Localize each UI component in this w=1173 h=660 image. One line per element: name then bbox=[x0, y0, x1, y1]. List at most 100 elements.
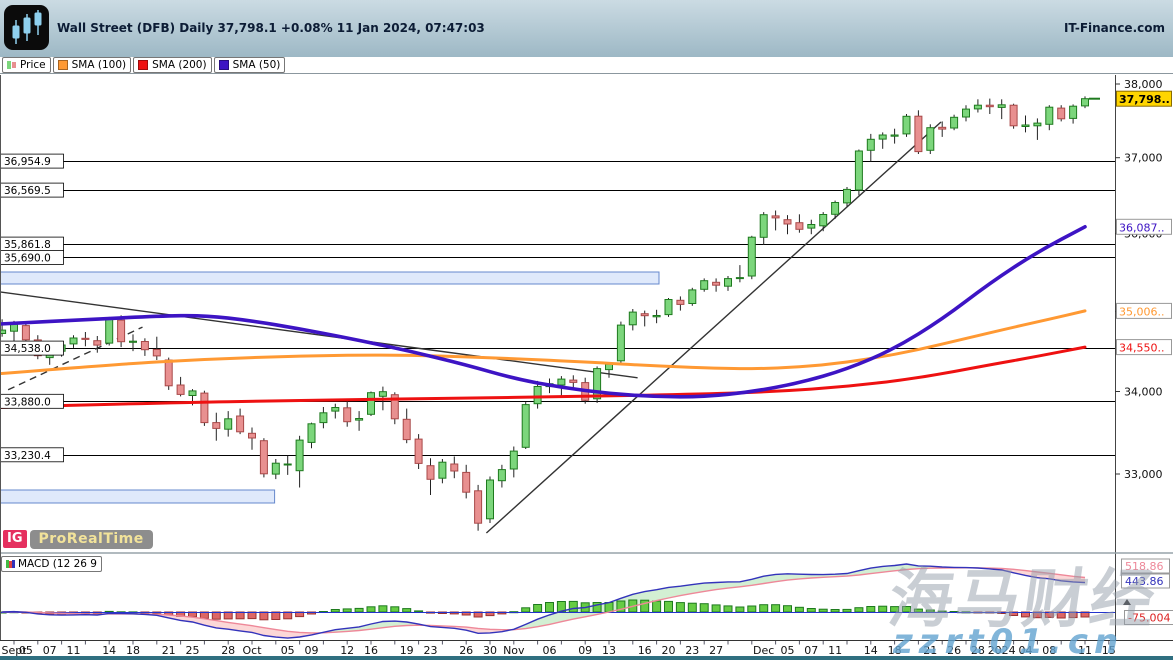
zones-layer bbox=[0, 271, 660, 504]
legend-sma200-chip[interactable]: SMA (200) bbox=[133, 57, 212, 73]
macd-hist-bar bbox=[652, 600, 662, 613]
candle bbox=[414, 438, 423, 464]
legend-label: SMA (50) bbox=[232, 59, 281, 71]
date-label: 07 bbox=[804, 644, 818, 657]
macd-hist-bar bbox=[842, 608, 852, 613]
macd-hist-bar bbox=[699, 603, 709, 613]
macd-hist-bar bbox=[723, 605, 733, 613]
candle bbox=[188, 390, 197, 396]
date-label: 30 bbox=[483, 644, 497, 657]
candle bbox=[331, 407, 340, 412]
candle bbox=[93, 340, 102, 346]
sma100-line[interactable] bbox=[0, 309, 1087, 376]
prorealtime-badge[interactable]: IG ProRealTime bbox=[3, 529, 153, 549]
date-label: 26 bbox=[947, 644, 961, 657]
legend-sma50-chip[interactable]: SMA (50) bbox=[213, 57, 286, 73]
macd-legend-chip[interactable]: MACD (12 26 9 bbox=[1, 556, 102, 572]
trendline[interactable] bbox=[0, 291, 638, 379]
header-bar: Wall Street (DFB) Daily 37,798.1 +0.08% … bbox=[0, 0, 1173, 57]
candle bbox=[283, 463, 292, 466]
candle bbox=[747, 236, 756, 277]
macd-hist-bar bbox=[664, 600, 673, 613]
level-label: 33,230.4 bbox=[4, 450, 51, 462]
macd-hist-bar bbox=[640, 599, 650, 613]
date-label: 13 bbox=[602, 644, 616, 657]
candle bbox=[712, 281, 721, 286]
provider-link[interactable]: IT-Finance.com bbox=[1063, 21, 1165, 35]
date-label: 28 bbox=[971, 644, 985, 657]
price-zone bbox=[0, 489, 276, 504]
candle bbox=[938, 126, 947, 130]
macd-hist-bar bbox=[533, 604, 543, 613]
date-label: Dec bbox=[753, 644, 774, 657]
sma50-axis-marker bbox=[1116, 218, 1172, 235]
date-label: Oct bbox=[242, 644, 262, 657]
date-label: 14 bbox=[864, 644, 878, 657]
sma200-axis-value: 34,550.. bbox=[1119, 342, 1164, 355]
instrument-title: Wall Street (DFB) Daily 37,798.1 +0.08% … bbox=[57, 21, 485, 35]
candle bbox=[486, 479, 494, 520]
signal-line bbox=[2, 567, 1086, 634]
macd-hist-value-box bbox=[1124, 610, 1173, 625]
trendline[interactable] bbox=[485, 121, 942, 534]
panel-resize-arrow-icon bbox=[1123, 599, 1131, 605]
legend-label: SMA (200) bbox=[152, 59, 207, 71]
legend-bar: Price SMA (100) SMA (200) SMA (50) bbox=[0, 57, 1173, 74]
macd-value: 443.86 bbox=[1125, 575, 1164, 588]
axis-tick-label: 37,000 bbox=[1124, 152, 1163, 165]
date-label: 21 bbox=[162, 644, 176, 657]
candle bbox=[259, 440, 268, 475]
red-square-icon bbox=[138, 60, 149, 70]
last-axis-value: 37,798.. bbox=[1119, 93, 1170, 106]
date-label: 06 bbox=[543, 644, 557, 657]
macd-hist-bar bbox=[937, 610, 947, 613]
date-label: 19 bbox=[400, 644, 414, 657]
sma50-line[interactable] bbox=[0, 225, 1087, 399]
level-label: 36,954.9 bbox=[4, 156, 51, 168]
date-label: 07 bbox=[43, 644, 57, 657]
date-label: 25 bbox=[186, 644, 200, 657]
sma200-axis-marker bbox=[1116, 339, 1172, 356]
candle bbox=[1081, 98, 1089, 107]
macd-legend-label: MACD (12 26 9 bbox=[18, 558, 97, 570]
date-label: Sept bbox=[1, 644, 27, 657]
candle bbox=[295, 439, 304, 472]
macd-hist-bar bbox=[223, 611, 233, 620]
macd-hist-bar bbox=[211, 611, 221, 620]
window-bottom-edge bbox=[0, 656, 1173, 660]
candle bbox=[402, 418, 411, 441]
macd-value-box bbox=[1121, 573, 1170, 589]
candle bbox=[474, 490, 483, 524]
candle bbox=[81, 337, 90, 340]
candle bbox=[640, 313, 649, 317]
sma200-line[interactable] bbox=[0, 345, 1087, 409]
macd-hist-bar bbox=[402, 608, 412, 613]
legend-sma100-chip[interactable]: SMA (100) bbox=[52, 57, 132, 73]
legend-label: Price bbox=[20, 59, 46, 71]
candlestick-logo-icon[interactable] bbox=[4, 5, 49, 50]
candle bbox=[307, 423, 316, 443]
macd-hist-bar bbox=[794, 606, 804, 613]
candle bbox=[902, 115, 911, 135]
candle bbox=[367, 392, 375, 415]
date-label: 08 bbox=[1042, 644, 1056, 657]
axis-tick-label: 34,000 bbox=[1124, 386, 1163, 399]
legend-price-chip[interactable]: Price bbox=[2, 57, 51, 73]
candle bbox=[914, 115, 923, 153]
candle bbox=[1069, 105, 1078, 119]
candle bbox=[926, 127, 935, 151]
price-axis[interactable] bbox=[1116, 75, 1173, 640]
macd-hist-bar bbox=[747, 605, 757, 613]
candle bbox=[521, 404, 530, 448]
candle bbox=[557, 378, 566, 386]
candle bbox=[438, 461, 447, 479]
candle bbox=[605, 363, 613, 371]
macd-hist-bar bbox=[675, 602, 685, 613]
macd-hist-bar bbox=[771, 604, 781, 613]
candle bbox=[735, 277, 744, 280]
date-label: 20 bbox=[662, 644, 676, 657]
macd-hist-bar bbox=[259, 611, 269, 621]
macd-hist-bar bbox=[913, 608, 923, 613]
